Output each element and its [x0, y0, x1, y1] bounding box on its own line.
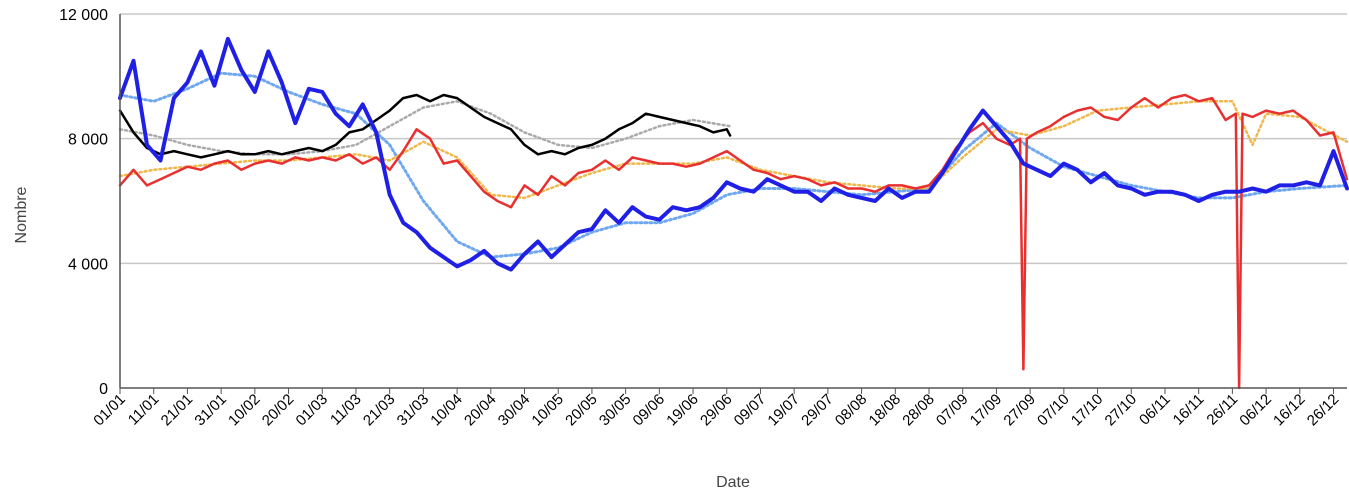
x-tick-label: 30/04 [495, 391, 534, 430]
x-tick-label: 31/03 [394, 391, 433, 430]
series-line-2 [118, 93, 732, 159]
y-tick-label: 0 [99, 381, 108, 398]
x-tick-label: 10/02 [225, 391, 264, 430]
x-tick-label: 20/05 [562, 391, 601, 430]
x-tick-label: 17/10 [1068, 391, 1107, 430]
x-tick-label: 17/09 [967, 391, 1006, 430]
x-tick-label: 20/04 [461, 391, 500, 430]
x-tick-labels: 01/0111/0121/0131/0110/0220/0201/0311/03… [90, 388, 1342, 429]
x-tick-label: 11/03 [327, 391, 365, 429]
y-tick-labels: 0 4 000 8 000 12 000 [59, 7, 108, 398]
x-tick-label: 20/02 [259, 391, 298, 430]
x-tick-label: 27/09 [1000, 391, 1039, 430]
x-tick-label: 06/11 [1136, 391, 1174, 429]
y-tick-label: 4 000 [68, 256, 108, 273]
series-line-0 [118, 36, 1349, 272]
x-tick-label: 30/05 [596, 391, 635, 430]
x-tick-label: 16/11 [1170, 391, 1208, 429]
x-tick-label: 10/05 [528, 391, 567, 430]
x-tick-label: 19/06 [663, 391, 702, 430]
series-line-3 [118, 71, 1349, 259]
x-tick-label: 27/10 [1102, 391, 1141, 430]
x-tick-label: 16/12 [1270, 391, 1309, 430]
x-tick-label: 01/03 [293, 391, 332, 430]
x-tick-label: 26/11 [1203, 391, 1241, 429]
x-tick-label: 29/06 [697, 391, 736, 430]
x-tick-label: 10/04 [427, 391, 466, 430]
y-tick-label: 12 000 [59, 7, 108, 24]
x-tick-label: 21/01 [158, 391, 197, 430]
x-tick-label: 07/10 [1034, 391, 1073, 430]
x-tick-label: 07/09 [933, 391, 972, 430]
x-tick-label: 08/08 [832, 391, 871, 430]
x-tick-label: 06/12 [1236, 391, 1275, 430]
x-tick-label: 11/01 [125, 391, 163, 429]
x-tick-label: 09/07 [731, 391, 770, 430]
x-axis-title: Date [716, 474, 750, 490]
y-axis-title: Nombre [13, 186, 30, 243]
y-tick-label: 8 000 [68, 132, 108, 149]
grid-lines [120, 13, 1347, 265]
series-group [118, 36, 1349, 390]
series-line-1 [118, 93, 1349, 390]
x-tick-label: 29/07 [798, 391, 837, 430]
x-tick-label: 21/03 [360, 391, 399, 430]
x-tick-label: 28/08 [899, 391, 938, 430]
x-tick-label: 01/01 [90, 391, 129, 430]
series-line-5 [118, 100, 732, 156]
x-tick-label: 19/07 [764, 391, 803, 430]
x-tick-label: 09/06 [630, 391, 669, 430]
x-tick-label: 18/08 [866, 391, 905, 430]
x-tick-label: 26/12 [1304, 391, 1343, 430]
x-tick-label: 31/01 [191, 391, 230, 430]
